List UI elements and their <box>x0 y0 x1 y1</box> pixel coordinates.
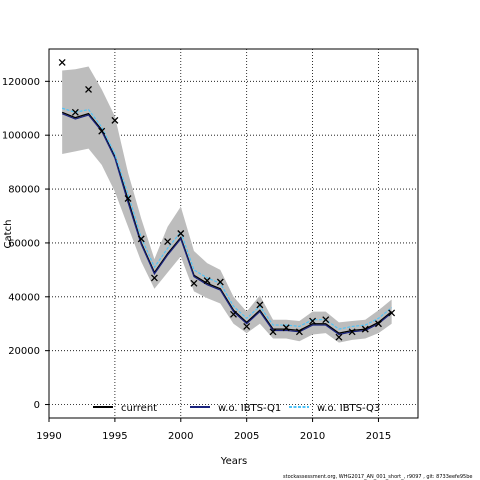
y-tick-label: 0 <box>34 400 40 411</box>
observation-point <box>295 328 303 336</box>
observation-point <box>190 279 198 287</box>
observation-point <box>216 278 224 286</box>
observation-mark-stroke <box>348 328 356 336</box>
y-tick-label: 80000 <box>8 185 40 196</box>
footer-credit: stockassessment.org, WHG2017_AN_001_shor… <box>283 474 473 480</box>
observation-point <box>375 320 382 328</box>
observation-mark-stroke <box>256 301 264 309</box>
observation-mark-stroke <box>98 127 106 135</box>
x-tick-label: 2015 <box>366 431 391 442</box>
observation-point <box>58 59 66 66</box>
x-tick-label: 2000 <box>168 431 193 442</box>
observation-mark-stroke <box>71 108 79 116</box>
x-axis-ticks: 1990 1995 2000 2005 2010 2015 <box>36 418 391 442</box>
observation-mark-stroke <box>164 238 172 246</box>
observation-mark-stroke <box>190 279 198 287</box>
observation-mark-stroke <box>150 274 158 282</box>
observation-point <box>335 333 343 341</box>
observation-mark-stroke <box>309 317 317 325</box>
observation-mark-stroke <box>58 59 66 66</box>
plot-frame <box>48 48 419 419</box>
legend-item-3: w.o. IBTS-Q3 <box>289 403 380 414</box>
observation-point <box>164 238 172 246</box>
observation-point <box>269 328 277 336</box>
observation-point <box>282 324 290 332</box>
observation-point <box>98 127 106 135</box>
x-tick-label: 2010 <box>300 431 325 442</box>
observation-mark-stroke <box>243 322 251 330</box>
observation-point <box>111 116 119 124</box>
x-axis-label: Years <box>220 456 247 467</box>
observation-mark-stroke <box>230 310 237 318</box>
observation-point <box>85 85 92 93</box>
y-tick-label: 120000 <box>2 77 40 88</box>
legend-item-1: current <box>93 403 157 414</box>
observation-point <box>388 309 396 317</box>
legend-label: w.o. IBTS-Q3 <box>317 403 380 414</box>
legend-label: current <box>121 403 157 414</box>
observation-mark-stroke <box>282 324 290 332</box>
legend-item-2: w.o. IBTS-Q1 <box>190 403 281 414</box>
observation-mark-stroke <box>216 278 224 286</box>
observation-point <box>309 317 317 325</box>
y-axis-ticks: 0 20000 40000 60000 80000 100000 120000 <box>2 77 49 411</box>
observation-mark-stroke <box>269 328 277 336</box>
observation-mark-stroke <box>111 116 119 124</box>
observation-mark-stroke <box>375 320 382 328</box>
y-tick-label: 60000 <box>8 238 40 249</box>
observation-mark-stroke <box>361 325 369 333</box>
observation-mark-stroke <box>203 277 211 285</box>
observation-point <box>137 235 145 243</box>
observation-mark-stroke <box>295 328 303 336</box>
observation-point <box>71 108 79 116</box>
y-tick-label: 100000 <box>2 131 40 142</box>
observation-mark-stroke <box>124 195 132 202</box>
observation-point <box>203 277 211 285</box>
observation-point <box>243 322 251 330</box>
legend: current w.o. IBTS-Q1 w.o. IBTS-Q3 <box>93 403 380 414</box>
observation-mark-stroke <box>322 316 330 324</box>
observation-mark-stroke <box>85 85 92 93</box>
observation-mark-stroke <box>335 333 343 341</box>
confidence-band-area <box>62 66 392 343</box>
y-axis-label: Catch <box>3 220 14 249</box>
confidence-band <box>62 66 392 343</box>
series-lines <box>61 107 393 336</box>
observation-point <box>150 274 158 282</box>
x-tick-label: 1995 <box>102 431 127 442</box>
y-tick-label: 20000 <box>8 346 40 357</box>
observation-point <box>322 316 330 324</box>
legend-label: w.o. IBTS-Q1 <box>218 403 281 414</box>
observation-mark-stroke <box>388 309 396 317</box>
observation-mark-stroke <box>137 235 145 243</box>
observation-point <box>124 195 132 202</box>
x-tick-label: 2005 <box>234 431 259 442</box>
observation-points <box>58 59 396 341</box>
observation-mark-stroke <box>177 230 185 237</box>
x-tick-label: 1990 <box>36 431 61 442</box>
observation-point <box>177 230 185 237</box>
series-line-2 <box>61 113 393 336</box>
observation-point <box>361 325 369 333</box>
y-tick-label: 40000 <box>8 292 40 303</box>
series-line-3 <box>62 107 393 330</box>
observation-point <box>256 301 264 309</box>
observation-point <box>348 328 356 336</box>
observation-point <box>230 310 237 318</box>
